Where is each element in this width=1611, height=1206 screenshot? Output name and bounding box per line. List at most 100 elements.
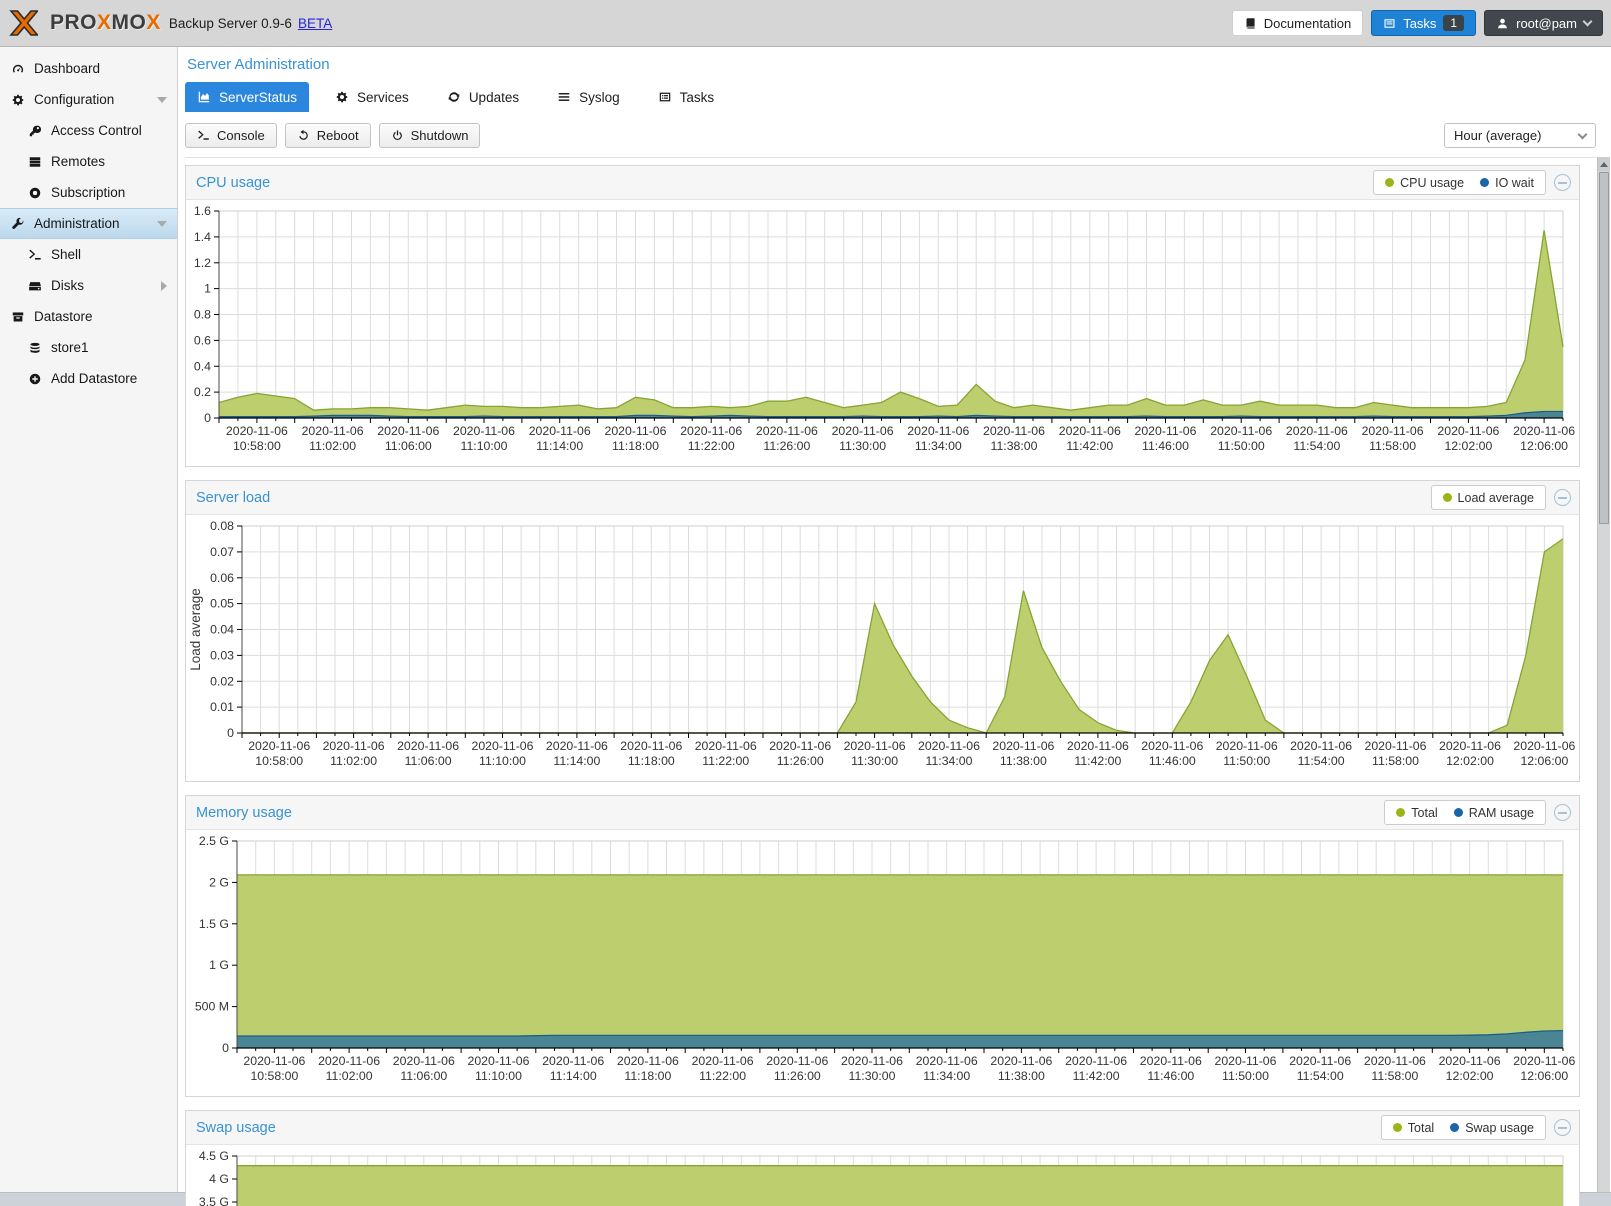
svg-text:11:38:00: 11:38:00 bbox=[991, 439, 1038, 453]
svg-text:11:46:00: 11:46:00 bbox=[1149, 754, 1196, 768]
svg-text:11:22:00: 11:22:00 bbox=[699, 1069, 746, 1083]
tab-services[interactable]: Services bbox=[323, 82, 421, 112]
sidebar: Dashboard Configuration Access Control Remo… bbox=[0, 47, 178, 1192]
dashboard-icon bbox=[11, 62, 25, 76]
svg-text:2020-11-06: 2020-11-06 bbox=[605, 424, 667, 438]
svg-text:2020-11-06: 2020-11-06 bbox=[1135, 424, 1197, 438]
svg-text:11:50:00: 11:50:00 bbox=[1223, 754, 1270, 768]
svg-text:11:14:00: 11:14:00 bbox=[550, 1069, 597, 1083]
panel-load: Server load Load average 0 0.01 0.02 0.03 0.04… bbox=[185, 480, 1580, 782]
legend-label: Total bbox=[1411, 805, 1438, 820]
svg-text:2020-11-06: 2020-11-06 bbox=[1286, 424, 1348, 438]
tab-syslog[interactable]: Syslog bbox=[545, 82, 632, 112]
collapse-panel-button[interactable] bbox=[1554, 489, 1571, 506]
refresh-icon bbox=[447, 90, 461, 104]
panel-header: Memory usage Total RAM usage bbox=[186, 796, 1579, 830]
top-header: PROXMOX Backup Server 0.9-6 BETA Documen… bbox=[0, 0, 1611, 47]
sidebar-item-remotes[interactable]: Remotes bbox=[0, 146, 177, 177]
sidebar-item-configuration[interactable]: Configuration bbox=[0, 84, 177, 115]
sidebar-item-access-control[interactable]: Access Control bbox=[0, 115, 177, 146]
book-icon bbox=[1244, 17, 1257, 30]
legend-dot-icon bbox=[1480, 178, 1490, 187]
toolbar: Console Reboot Shutdown Hour (average) bbox=[185, 117, 1596, 158]
svg-text:11:22:00: 11:22:00 bbox=[688, 439, 735, 453]
legend-dot-icon bbox=[1392, 1123, 1402, 1132]
legend-item: CPU usage bbox=[1385, 176, 1464, 190]
svg-text:11:30:00: 11:30:00 bbox=[849, 1069, 896, 1083]
svg-text:2020-11-06: 2020-11-06 bbox=[468, 1054, 530, 1068]
sidebar-item-datastore[interactable]: Datastore bbox=[0, 301, 177, 332]
svg-text:4.5 G: 4.5 G bbox=[199, 1149, 229, 1163]
sidebar-item-dashboard[interactable]: Dashboard bbox=[0, 53, 177, 84]
collapse-panel-button[interactable] bbox=[1554, 174, 1571, 191]
legend-item: Total bbox=[1396, 805, 1438, 820]
brand-segment: MO bbox=[111, 11, 147, 34]
area-chart-icon bbox=[197, 90, 211, 104]
sidebar-item-add-datastore[interactable]: Add Datastore bbox=[0, 363, 177, 394]
task-list-icon bbox=[1383, 17, 1396, 30]
legend-label: Total bbox=[1407, 1120, 1435, 1135]
charts-area: CPU usage CPU usage IO wait 0 0.2 0.4 0.6 0.8 1 1… bbox=[185, 165, 1611, 1206]
user-menu-button[interactable]: root@pam bbox=[1484, 10, 1603, 36]
svg-text:0.6: 0.6 bbox=[194, 333, 211, 347]
sidebar-item-administration[interactable]: Administration bbox=[0, 208, 177, 239]
chart-cpu: 00.20.40.60.811.21.41.62020-11-0610:58:0… bbox=[194, 204, 1575, 453]
time-range-select[interactable]: Hour (average) bbox=[1444, 123, 1596, 148]
panel-cpu: CPU usage CPU usage IO wait 0 0.2 0.4 0.6 0.8 1 1… bbox=[185, 165, 1580, 467]
svg-text:0.02: 0.02 bbox=[210, 674, 234, 688]
svg-text:2020-11-06: 2020-11-06 bbox=[377, 424, 439, 438]
svg-text:2020-11-06: 2020-11-06 bbox=[302, 424, 364, 438]
sidebar-item-disks[interactable]: Disks bbox=[0, 270, 177, 301]
sidebar-item-label: Add Datastore bbox=[51, 371, 138, 386]
toolbar-buttons: Console Reboot Shutdown bbox=[185, 123, 481, 148]
legend-label: Load average bbox=[1457, 490, 1534, 505]
scroll-up-button[interactable] bbox=[1598, 157, 1610, 171]
svg-text:11:06:00: 11:06:00 bbox=[385, 439, 432, 453]
sidebar-item-shell[interactable]: Shell bbox=[0, 239, 177, 270]
sidebar-item-label: Administration bbox=[34, 216, 120, 231]
chart-load: 0 0.01 0.02 0.03 0.04 0.05 0.06 0.07 0.08 2020-11… bbox=[188, 519, 1576, 768]
panel-header: Server load Load average bbox=[186, 481, 1579, 515]
header-actions: Documentation Tasks 1 root@pam bbox=[1231, 10, 1603, 36]
reboot-button[interactable]: Reboot bbox=[284, 123, 371, 148]
tab-updates[interactable]: Updates bbox=[435, 82, 531, 112]
legend-label: RAM usage bbox=[1468, 805, 1534, 820]
svg-text:11:46:00: 11:46:00 bbox=[1147, 1069, 1194, 1083]
tab-tasks[interactable]: Tasks bbox=[646, 82, 727, 112]
svg-text:11:54:00: 11:54:00 bbox=[1298, 754, 1345, 768]
sidebar-item-label: Datastore bbox=[34, 309, 93, 324]
console-button[interactable]: Console bbox=[185, 123, 277, 148]
legend-item: Total bbox=[1392, 1120, 1435, 1135]
svg-text:11:10:00: 11:10:00 bbox=[461, 439, 508, 453]
svg-text:11:34:00: 11:34:00 bbox=[926, 754, 973, 768]
svg-text:2020-11-06: 2020-11-06 bbox=[844, 739, 906, 753]
documentation-button[interactable]: Documentation bbox=[1231, 10, 1364, 36]
svg-text:11:26:00: 11:26:00 bbox=[763, 439, 810, 453]
svg-text:2020-11-06: 2020-11-06 bbox=[1210, 424, 1272, 438]
svg-text:2020-11-06: 2020-11-06 bbox=[756, 424, 818, 438]
tab-bar: ServerStatus Services Updates Syslog Tasks bbox=[185, 82, 1611, 112]
collapse-panel-button[interactable] bbox=[1554, 1119, 1571, 1136]
vertical-scrollbar[interactable] bbox=[1597, 157, 1610, 1192]
svg-text:2020-11-06: 2020-11-06 bbox=[1513, 1054, 1575, 1068]
svg-text:2020-11-06: 2020-11-06 bbox=[453, 424, 515, 438]
sidebar-item-store1[interactable]: store1 bbox=[0, 332, 177, 363]
tab-serverstatus[interactable]: ServerStatus bbox=[185, 82, 310, 112]
svg-text:2020-11-06: 2020-11-06 bbox=[1289, 1054, 1351, 1068]
caret-down-icon bbox=[157, 96, 167, 103]
tasks-button[interactable]: Tasks 1 bbox=[1371, 10, 1477, 36]
collapse-panel-button[interactable] bbox=[1554, 804, 1571, 821]
beta-link[interactable]: BETA bbox=[297, 15, 333, 31]
sidebar-item-label: Access Control bbox=[51, 123, 142, 138]
shutdown-button[interactable]: Shutdown bbox=[378, 123, 481, 148]
scrollbar-thumb[interactable] bbox=[1599, 172, 1609, 524]
sidebar-item-subscription[interactable]: Subscription bbox=[0, 177, 177, 208]
svg-text:11:42:00: 11:42:00 bbox=[1066, 439, 1113, 453]
svg-text:0: 0 bbox=[204, 411, 211, 425]
svg-text:11:58:00: 11:58:00 bbox=[1371, 1069, 1418, 1083]
svg-text:11:26:00: 11:26:00 bbox=[774, 1069, 821, 1083]
panel-title: Swap usage bbox=[196, 1119, 276, 1136]
svg-text:2020-11-06: 2020-11-06 bbox=[248, 739, 310, 753]
